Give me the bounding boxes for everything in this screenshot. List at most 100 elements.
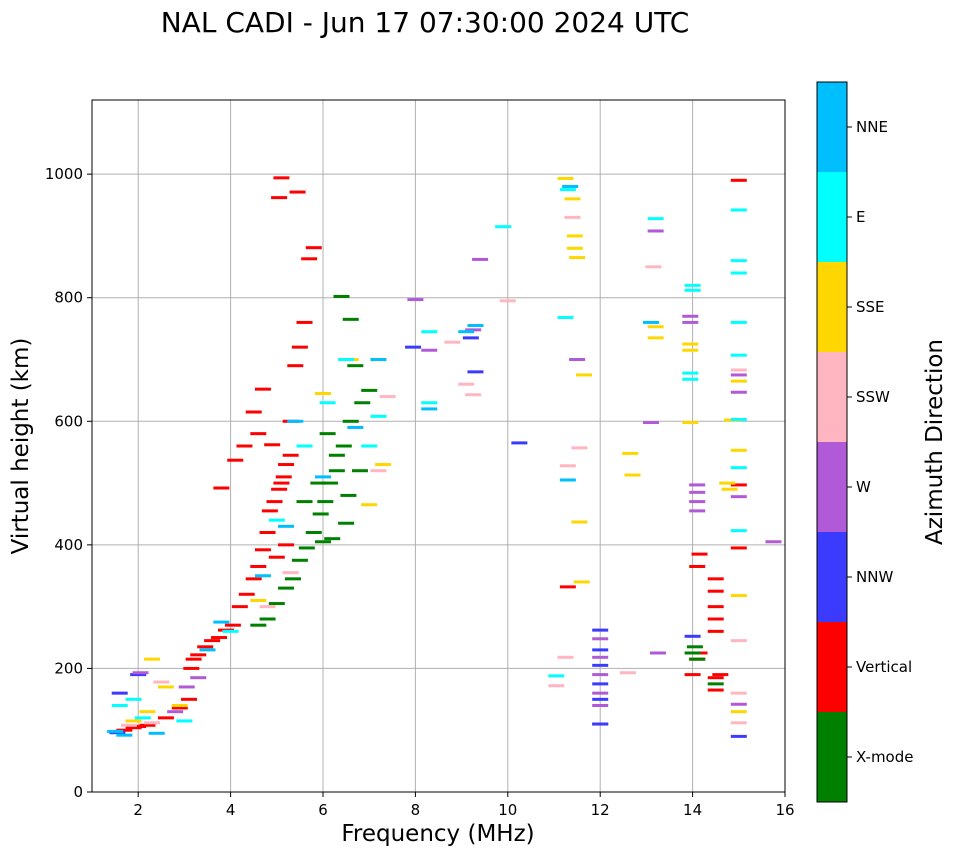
data-point — [730, 466, 747, 470]
data-point — [444, 340, 461, 344]
data-point — [296, 444, 313, 448]
plot-frame — [91, 99, 786, 793]
data-point — [291, 558, 308, 562]
data-point — [592, 655, 609, 659]
data-point — [319, 401, 336, 405]
data-point — [730, 208, 747, 212]
data-point — [707, 629, 724, 633]
y-tick-label: 1000 — [45, 165, 83, 183]
data-point — [592, 637, 609, 641]
data-point — [266, 500, 283, 504]
data-point — [289, 190, 306, 194]
data-point — [328, 469, 345, 473]
data-point — [259, 531, 276, 534]
data-point — [275, 475, 292, 479]
chart-title: NAL CADI - Jun 17 07:30:00 2024 UTC — [161, 6, 690, 39]
data-point — [571, 446, 588, 450]
data-point — [190, 653, 207, 657]
data-point — [298, 546, 315, 550]
y-tick-label: 0 — [73, 783, 83, 801]
data-point — [730, 702, 747, 706]
data-point — [227, 458, 244, 462]
data-point — [559, 585, 576, 589]
data-point — [282, 453, 299, 457]
data-point — [566, 234, 583, 238]
data-point — [721, 487, 738, 491]
data-point — [559, 464, 576, 468]
data-point — [197, 645, 214, 649]
data-point — [370, 414, 387, 418]
data-point — [407, 298, 424, 302]
data-point — [592, 648, 609, 652]
data-point — [167, 710, 184, 714]
data-point — [296, 500, 313, 504]
data-point — [340, 493, 357, 497]
data-point — [310, 481, 327, 485]
data-point — [259, 605, 276, 609]
series-x-mode — [250, 294, 724, 686]
data-point — [144, 721, 161, 725]
data-point — [707, 577, 724, 581]
data-point — [333, 294, 350, 298]
data-point — [278, 586, 295, 590]
data-point — [139, 723, 156, 727]
colorbar-label: SSE — [856, 298, 885, 316]
data-point — [647, 325, 664, 329]
data-point — [132, 671, 149, 675]
data-point — [643, 320, 660, 324]
data-point — [765, 540, 782, 544]
x-tick-label: 10 — [498, 801, 517, 819]
data-point — [564, 215, 581, 219]
data-point — [569, 358, 586, 361]
data-point — [592, 673, 609, 677]
data-point — [557, 315, 574, 319]
data-point — [315, 391, 331, 395]
data-point — [301, 257, 318, 261]
data-point — [273, 176, 290, 180]
colorbar-label: Vertical — [856, 658, 912, 676]
colorbar: X-mode Vertical NNW W SSW SSE E NNE — [816, 81, 913, 803]
data-point — [691, 552, 708, 556]
colorbar-segment — [817, 262, 847, 352]
data-point — [338, 358, 355, 361]
data-point — [511, 441, 528, 445]
data-point — [712, 673, 729, 677]
data-point — [273, 481, 290, 485]
data-point — [576, 373, 593, 377]
data-point — [236, 444, 253, 448]
data-point — [730, 639, 747, 643]
data-point — [689, 509, 706, 513]
data-point — [157, 716, 174, 720]
data-point — [465, 328, 482, 332]
data-point — [682, 314, 699, 318]
data-point — [730, 594, 747, 598]
data-point — [144, 657, 161, 661]
data-point — [250, 432, 267, 436]
grid — [92, 100, 786, 793]
data-point — [125, 719, 142, 723]
data-point — [153, 680, 170, 684]
y-tick-label: 600 — [54, 412, 83, 430]
data-point — [647, 217, 664, 221]
colorbar-label: X-mode — [856, 748, 913, 766]
data-point — [321, 481, 338, 485]
data-point — [204, 639, 221, 643]
data-point — [566, 246, 583, 250]
data-point — [347, 364, 364, 368]
data-point — [689, 500, 706, 504]
data-point — [120, 723, 137, 727]
data-point — [111, 691, 128, 695]
y-axis-ticks: 0 200 400 600 800 1000 — [45, 165, 92, 801]
data-point — [730, 320, 747, 324]
data-point — [682, 348, 699, 352]
data-point — [730, 721, 747, 725]
data-point — [278, 524, 295, 528]
plot-area: 2 4 6 8 10 12 14 16 0 200 400 600 800 1000 — [45, 99, 795, 819]
x-tick-label: 14 — [683, 801, 702, 819]
data-point — [271, 487, 288, 491]
data-point — [684, 673, 701, 677]
data-point — [261, 509, 278, 513]
data-point — [458, 382, 475, 386]
data-point — [254, 387, 271, 391]
